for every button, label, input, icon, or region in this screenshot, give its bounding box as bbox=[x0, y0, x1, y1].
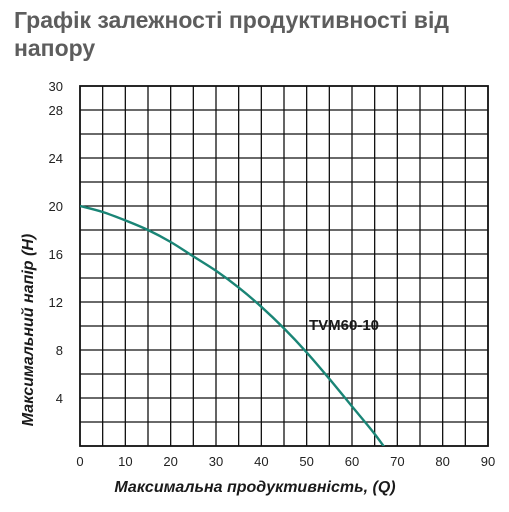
x-axis-title: Максимальна продуктивність, (Q) bbox=[114, 479, 395, 496]
x-tick-label: 70 bbox=[390, 454, 404, 469]
y-tick-label: 30 bbox=[49, 79, 63, 94]
x-tick-label: 20 bbox=[163, 454, 177, 469]
y-tick-label: 16 bbox=[49, 247, 63, 262]
y-tick-labels: 4 8 12 16 20 24 28 30 bbox=[49, 79, 63, 406]
y-tick-label: 28 bbox=[49, 103, 63, 118]
chart-title: Графік залежності продуктивності від нап… bbox=[14, 7, 449, 61]
series-label: TVM60-10 bbox=[309, 317, 379, 334]
x-tick-label: 10 bbox=[118, 454, 132, 469]
plot-border bbox=[79, 85, 489, 447]
x-tick-label: 90 bbox=[481, 454, 495, 469]
x-tick-label: 0 bbox=[76, 454, 83, 469]
y-tick-label: 4 bbox=[56, 391, 63, 406]
x-tick-label: 50 bbox=[299, 454, 313, 469]
series-lines bbox=[80, 204, 386, 446]
x-tick-labels: 0 10 20 30 40 50 60 70 80 90 bbox=[76, 454, 495, 469]
y-axis-title: Максимальний напір (Н) bbox=[20, 234, 37, 426]
plot-frame bbox=[79, 85, 489, 447]
grid-lines bbox=[80, 86, 488, 446]
x-tick-label: 40 bbox=[254, 454, 268, 469]
series-curve bbox=[80, 204, 386, 446]
y-tick-label: 20 bbox=[49, 199, 63, 214]
y-tick-label: 8 bbox=[56, 343, 63, 358]
x-tick-label: 60 bbox=[345, 454, 359, 469]
x-tick-label: 80 bbox=[435, 454, 449, 469]
x-tick-label: 30 bbox=[209, 454, 223, 469]
y-tick-label: 12 bbox=[49, 295, 63, 310]
y-tick-label: 24 bbox=[49, 151, 63, 166]
